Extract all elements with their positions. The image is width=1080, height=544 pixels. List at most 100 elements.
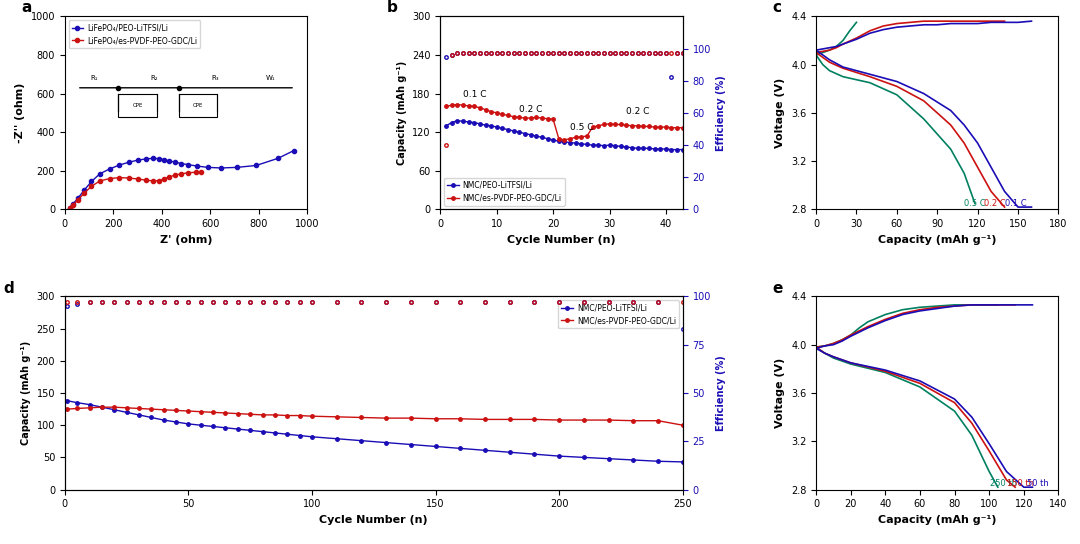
NMC/PEO-LiTFSI/Li — [231, 426, 244, 432]
NMC/PEO-LiTFSI/Li — [578, 454, 591, 461]
NMC/es-PVDF-PEO-GDC/Li — [145, 406, 158, 412]
NMC/es-PVDF-PEO-GDC/Li — [637, 123, 650, 129]
NMC/es-PVDF-PEO-GDC/Li — [440, 103, 453, 110]
NMC/es-PVDF-PEO-GDC/Li — [462, 103, 475, 109]
Text: 0.5 C: 0.5 C — [570, 122, 594, 132]
NMC/es-PVDF-PEO-GDC/Li — [528, 416, 541, 423]
NMC/es-PVDF-PEO-GDC/Li — [231, 410, 244, 417]
LiFePO₄/PEO-LiTFSI/Li — [94, 170, 107, 177]
LiFePO₄/es-PVDF-PEO-GDC/Li — [67, 201, 80, 208]
NMC/PEO-LiTFSI/Li — [244, 427, 257, 434]
NMC/PEO-LiTFSI/Li — [490, 124, 503, 131]
NMC/es-PVDF-PEO-GDC/Li — [580, 133, 593, 139]
Text: e: e — [772, 281, 783, 295]
LiFePO₄/PEO-LiTFSI/Li — [175, 160, 188, 167]
NMC/PEO-LiTFSI/Li — [603, 455, 616, 462]
NMC/es-PVDF-PEO-GDC/Li — [597, 121, 610, 128]
NMC/es-PVDF-PEO-GDC/Li — [558, 137, 571, 143]
Text: 250 th: 250 th — [989, 479, 1016, 488]
NMC/es-PVDF-PEO-GDC/Li — [181, 408, 194, 415]
NMC/es-PVDF-PEO-GDC/Li — [120, 405, 133, 411]
NMC/es-PVDF-PEO-GDC/Li — [170, 407, 183, 413]
Text: R₂: R₂ — [150, 75, 159, 81]
NMC/es-PVDF-PEO-GDC/Li — [450, 101, 463, 108]
NMC/es-PVDF-PEO-GDC/Li — [615, 121, 627, 128]
NMC/es-PVDF-PEO-GDC/Li — [578, 417, 591, 423]
NMC/es-PVDF-PEO-GDC/Li — [293, 412, 306, 419]
Text: R₃: R₃ — [212, 75, 219, 81]
NMC/PEO-LiTFSI/Li — [597, 143, 610, 149]
Legend: NMC/PEO-LiTFSI/Li, NMC/es-PVDF-PEO-GDC/Li: NMC/PEO-LiTFSI/Li, NMC/es-PVDF-PEO-GDC/L… — [444, 178, 565, 206]
NMC/PEO-LiTFSI/Li — [575, 140, 588, 147]
NMC/es-PVDF-PEO-GDC/Li — [586, 124, 599, 131]
NMC/es-PVDF-PEO-GDC/Li — [95, 404, 108, 410]
LiFePO₄/PEO-LiTFSI/Li — [139, 156, 152, 162]
NMC/PEO-LiTFSI/Li — [508, 128, 521, 134]
Text: W₁: W₁ — [266, 75, 275, 81]
LiFePO₄/PEO-LiTFSI/Li — [78, 187, 91, 194]
NMC/es-PVDF-PEO-GDC/Li — [404, 415, 417, 422]
LiFePO₄/es-PVDF-PEO-GDC/Li — [85, 183, 98, 189]
LiFePO₄/PEO-LiTFSI/Li — [168, 159, 181, 165]
Y-axis label: Capacity (mAh g⁻¹): Capacity (mAh g⁻¹) — [21, 341, 31, 445]
NMC/PEO-LiTFSI/Li — [440, 122, 453, 129]
LiFePO₄/es-PVDF-PEO-GDC/Li — [168, 172, 181, 178]
NMC/PEO-LiTFSI/Li — [564, 139, 577, 146]
Text: 0.1 C: 0.1 C — [1004, 199, 1026, 208]
X-axis label: Cycle Number (n): Cycle Number (n) — [508, 235, 616, 245]
LiFePO₄/PEO-LiTFSI/Li — [201, 164, 214, 171]
LiFePO₄/es-PVDF-PEO-GDC/Li — [78, 190, 91, 196]
NMC/PEO-LiTFSI/Li — [70, 399, 83, 406]
NMC/es-PVDF-PEO-GDC/Li — [569, 134, 582, 141]
NMC/es-PVDF-PEO-GDC/Li — [219, 410, 232, 416]
NMC/es-PVDF-PEO-GDC/Li — [676, 422, 689, 429]
NMC/PEO-LiTFSI/Li — [518, 130, 531, 137]
Text: b: b — [387, 1, 399, 15]
NMC/PEO-LiTFSI/Li — [553, 453, 566, 459]
NMC/es-PVDF-PEO-GDC/Li — [485, 108, 498, 115]
NMC/es-PVDF-PEO-GDC/Li — [553, 417, 566, 423]
Line: NMC/es-PVDF-PEO-GDC/Li: NMC/es-PVDF-PEO-GDC/Li — [66, 405, 685, 427]
NMC/es-PVDF-PEO-GDC/Li — [653, 124, 666, 131]
NMC/PEO-LiTFSI/Li — [625, 144, 638, 151]
NMC/PEO-LiTFSI/Li — [206, 423, 219, 430]
NMC/PEO-LiTFSI/Li — [355, 437, 368, 444]
NMC/es-PVDF-PEO-GDC/Li — [530, 114, 543, 121]
NMC/PEO-LiTFSI/Li — [478, 447, 491, 454]
NMC/es-PVDF-PEO-GDC/Li — [445, 102, 458, 108]
NMC/es-PVDF-PEO-GDC/Li — [194, 409, 207, 415]
LiFePO₄/es-PVDF-PEO-GDC/Li — [194, 169, 207, 176]
LiFePO₄/PEO-LiTFSI/Li — [67, 200, 80, 207]
Y-axis label: Capacity (mAh g⁻¹): Capacity (mAh g⁻¹) — [396, 61, 407, 165]
NMC/es-PVDF-PEO-GDC/Li — [133, 405, 146, 412]
NMC/es-PVDF-PEO-GDC/Li — [625, 122, 638, 129]
Y-axis label: -Z'' (ohm): -Z'' (ohm) — [15, 83, 25, 143]
LiFePO₄/PEO-LiTFSI/Li — [63, 205, 76, 211]
NMC/es-PVDF-PEO-GDC/Li — [429, 416, 442, 422]
LiFePO₄/PEO-LiTFSI/Li — [287, 147, 300, 154]
LiFePO₄/PEO-LiTFSI/Li — [190, 163, 203, 169]
NMC/es-PVDF-PEO-GDC/Li — [206, 409, 219, 416]
NMC/PEO-LiTFSI/Li — [665, 146, 678, 153]
NMC/PEO-LiTFSI/Li — [181, 421, 194, 427]
NMC/PEO-LiTFSI/Li — [513, 129, 526, 135]
NMC/PEO-LiTFSI/Li — [468, 119, 481, 126]
LiFePO₄/PEO-LiTFSI/Li — [271, 155, 284, 162]
NMC/PEO-LiTFSI/Li — [330, 435, 343, 442]
Line: NMC/es-PVDF-PEO-GDC/Li: NMC/es-PVDF-PEO-GDC/Li — [444, 103, 685, 141]
NMC/es-PVDF-PEO-GDC/Li — [501, 112, 514, 119]
NMC/es-PVDF-PEO-GDC/Li — [609, 121, 622, 128]
Line: LiFePO₄/PEO-LiTFSI/Li: LiFePO₄/PEO-LiTFSI/Li — [68, 149, 296, 209]
NMC/PEO-LiTFSI/Li — [457, 118, 470, 125]
NMC/PEO-LiTFSI/Li — [293, 432, 306, 439]
Line: NMC/PEO-LiTFSI/Li: NMC/PEO-LiTFSI/Li — [444, 119, 685, 151]
NMC/es-PVDF-PEO-GDC/Li — [490, 110, 503, 116]
X-axis label: Capacity (mAh g⁻¹): Capacity (mAh g⁻¹) — [878, 515, 997, 525]
Text: c: c — [772, 1, 782, 15]
NMC/es-PVDF-PEO-GDC/Li — [603, 417, 616, 423]
LiFePO₄/es-PVDF-PEO-GDC/Li — [112, 175, 125, 181]
NMC/es-PVDF-PEO-GDC/Li — [513, 114, 526, 121]
LiFePO₄/es-PVDF-PEO-GDC/Li — [131, 176, 144, 182]
LiFePO₄/es-PVDF-PEO-GDC/Li — [147, 178, 160, 184]
Text: 0.2 C: 0.2 C — [519, 104, 543, 114]
